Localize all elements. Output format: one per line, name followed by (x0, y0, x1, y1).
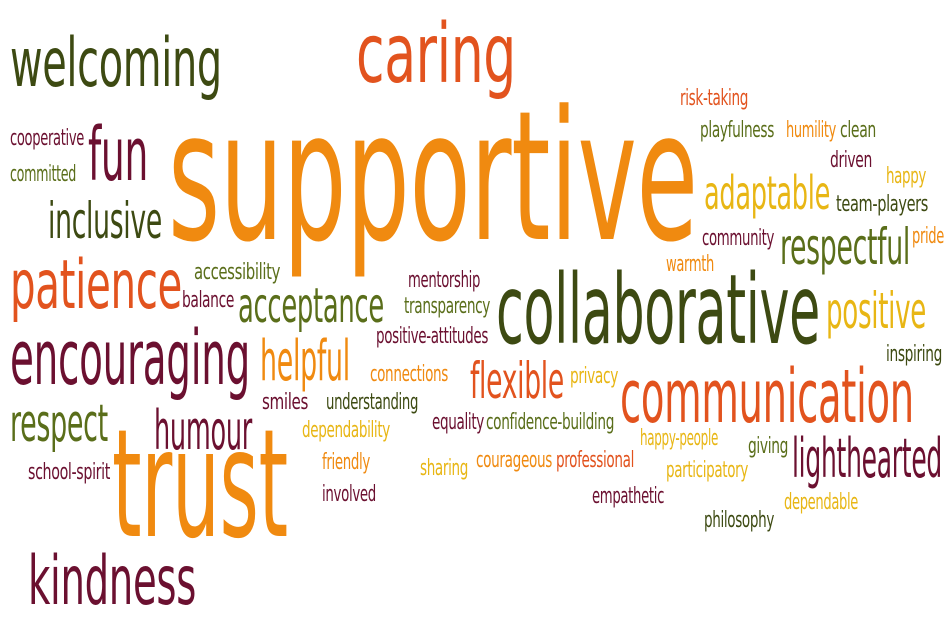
word-equality: equality (432, 410, 484, 435)
word-adaptable: adaptable (704, 166, 831, 220)
word-supportive: supportive (168, 73, 698, 282)
word-flexible: flexible (470, 352, 564, 410)
word-lighthearted: lighthearted (792, 427, 943, 490)
word-warmth: warmth (666, 252, 715, 277)
word-friendly: friendly (322, 450, 370, 475)
word-inclusive: inclusive (48, 192, 162, 250)
word-professional: professional (556, 448, 635, 473)
word-sharing: sharing (420, 456, 468, 481)
word-giving: giving (748, 434, 789, 459)
word-empathetic: empathetic (592, 484, 665, 509)
word-connections: connections (370, 362, 449, 387)
word-kindness: kindness (28, 542, 197, 618)
word-humour: humour (154, 399, 253, 462)
word-playfulness: playfulness (700, 118, 774, 143)
word-positive-attitudes: positive-attitudes (376, 324, 489, 349)
word-community: community (702, 226, 774, 251)
word-patience: patience (10, 246, 183, 325)
word-clean: clean (840, 118, 876, 143)
word-dependability: dependability (302, 418, 390, 443)
word-cooperative: cooperative (10, 126, 84, 151)
word-dependable: dependable (784, 490, 859, 515)
word-positive: positive (826, 282, 927, 340)
word-transparency: transparency (404, 294, 491, 319)
word-team-players: team-players (836, 192, 929, 217)
word-courageous: courageous (476, 448, 553, 473)
word-acceptance: acceptance (238, 278, 384, 334)
word-committed: committed (10, 162, 77, 187)
word-collaborative: collaborative (496, 254, 821, 366)
word-involved: involved (322, 482, 376, 507)
word-humility: humility (786, 118, 837, 143)
word-inspiring: inspiring (886, 342, 942, 367)
word-fun: fun (88, 112, 148, 198)
word-accessibility: accessibility (194, 260, 281, 285)
word-happy-people: happy-people (640, 426, 719, 451)
word-balance: balance (182, 288, 235, 313)
word-understanding: understanding (326, 390, 419, 415)
word-privacy: privacy (570, 364, 618, 389)
word-confidence-building: confidence-building (486, 410, 615, 435)
word-mentorship: mentorship (408, 268, 480, 293)
word-encouraging: encouraging (10, 313, 251, 402)
word-participatory: participatory (666, 458, 748, 483)
word-respectful: respectful (780, 218, 911, 276)
word-helpful: helpful (260, 329, 350, 394)
word-respect: respect (10, 394, 108, 454)
word-driven: driven (830, 148, 872, 173)
word-caring: caring (356, 7, 516, 102)
word-trust: trust (112, 398, 288, 572)
word-risk-taking: risk-taking (680, 86, 749, 111)
word-communication: communication (620, 354, 914, 440)
word-pride: pride (912, 224, 944, 249)
word-philosophy: philosophy (704, 508, 774, 533)
word-school-spirit: school-spirit (28, 460, 110, 485)
word-happy: happy (886, 164, 927, 189)
word-welcoming: welcoming (10, 24, 222, 103)
word-smiles: smiles (262, 390, 308, 415)
